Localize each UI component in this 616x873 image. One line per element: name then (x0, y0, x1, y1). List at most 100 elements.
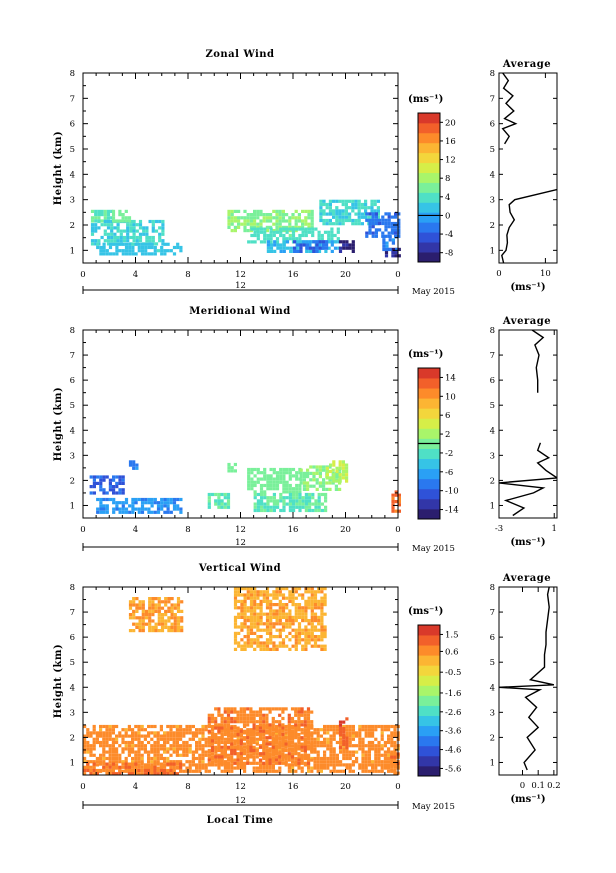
heatmap-cell (121, 249, 125, 253)
heatmap-cell (233, 590, 238, 594)
heatmap-cell (127, 750, 131, 754)
heatmap-cell (131, 249, 135, 253)
y-tick-label: 6 (70, 376, 75, 386)
heatmap-cell (319, 202, 323, 207)
heatmap-cell (124, 765, 128, 769)
heatmap-cell (338, 473, 342, 477)
heatmap-cell (317, 638, 321, 642)
heatmap-cell (160, 252, 164, 256)
heatmap-cell (210, 492, 215, 497)
heatmap-cell (313, 593, 318, 597)
heatmap-cell (319, 744, 323, 748)
heatmap-cell (157, 616, 161, 620)
heatmap-cell (344, 202, 348, 207)
heatmap-cell (329, 463, 333, 467)
colorbar-swatch (418, 665, 440, 676)
heatmap-cell (89, 491, 93, 495)
heatmap-cell (271, 763, 275, 767)
heatmap-cell (262, 641, 266, 645)
heatmap-cell (233, 710, 237, 714)
heatmap-cell (272, 609, 276, 613)
heatmap-cell (144, 501, 148, 505)
heatmap-cells (90, 199, 401, 258)
heatmap-cell (307, 209, 311, 213)
heatmap-cell (153, 734, 157, 738)
heatmap-cell (322, 468, 326, 472)
heatmap-cell (387, 766, 391, 770)
heatmap-cell (106, 239, 111, 243)
heatmap-cell (138, 235, 143, 240)
heatmap-cell (376, 212, 380, 216)
heatmap-cell (361, 740, 365, 745)
heatmap-cell (291, 467, 296, 472)
heatmap-cell (285, 490, 289, 494)
colorbar-swatch (418, 508, 440, 520)
heatmap-cell (246, 707, 250, 711)
heatmap-cell (320, 644, 324, 648)
heatmap-cell (301, 606, 305, 610)
heatmap-cell (223, 755, 227, 759)
heatmap-cell (134, 242, 138, 246)
heatmap-cell (299, 468, 303, 472)
x-tick-label: 0 (395, 270, 400, 280)
heatmap-cell (115, 753, 119, 757)
average-y-tick-label: 6 (490, 633, 495, 643)
heatmap-cell (179, 245, 183, 250)
heatmap-cell (255, 742, 259, 746)
heatmap-cell (179, 510, 183, 514)
heatmap-cell (312, 246, 316, 250)
heatmap-cell (137, 744, 141, 748)
heatmap-cell (126, 223, 130, 227)
heatmap-cell (318, 468, 322, 472)
heatmap-cell (285, 237, 289, 241)
heatmap-cell (310, 638, 314, 642)
heatmap-cell (154, 629, 158, 633)
heatmap-cell (157, 609, 161, 613)
heatmap-cell (367, 753, 371, 757)
colorbar-tick-label: -6 (445, 468, 453, 478)
average-y-tick-label: 7 (490, 94, 495, 104)
heatmap-cell (128, 463, 133, 467)
date-label: May 2015 (412, 544, 455, 554)
heatmap-cell (108, 763, 112, 767)
heatmap-cell (140, 249, 145, 253)
heatmap-cell (236, 766, 240, 770)
heatmap-cell (195, 769, 199, 773)
heatmap-cell (284, 728, 288, 732)
heatmap-cell (305, 249, 309, 253)
heatmap-cell (329, 744, 333, 748)
heatmap-cell (307, 230, 312, 234)
heatmap-cell (156, 501, 161, 505)
heatmap-cell (90, 209, 95, 213)
heatmap-cell (217, 761, 221, 765)
heatmap-cell (108, 737, 112, 741)
heatmap-cell (217, 492, 221, 497)
heatmap-cell (97, 213, 101, 217)
heatmap-cell (310, 603, 314, 607)
heatmap-cell (124, 510, 129, 514)
heatmap-cell (281, 716, 285, 721)
heatmap-cell (285, 227, 289, 231)
heatmap-cell (287, 758, 291, 762)
heatmap-cell (207, 769, 211, 773)
heatmap-cell (95, 763, 99, 767)
heatmap-cell (387, 734, 391, 738)
heatmap-cell (243, 737, 247, 741)
heatmap-cell (310, 209, 314, 213)
heatmap-cell (275, 480, 280, 484)
heatmap-cell (210, 716, 215, 721)
heatmap-cell (99, 245, 103, 250)
y-tick-label: 1 (70, 758, 75, 768)
heatmap-cell (265, 748, 269, 753)
heatmap-cell (303, 739, 307, 743)
heatmap-cell (390, 768, 394, 772)
heatmap-cell (281, 723, 285, 727)
heatmap-cell (344, 218, 348, 223)
heatmap-cell (279, 230, 283, 234)
heatmap-cell (259, 609, 263, 613)
heatmap-cell (384, 234, 388, 238)
heatmap-cell (220, 492, 224, 497)
heatmap-cell (169, 497, 173, 502)
heatmap-cell (242, 713, 247, 717)
heatmap-cell (169, 762, 173, 766)
